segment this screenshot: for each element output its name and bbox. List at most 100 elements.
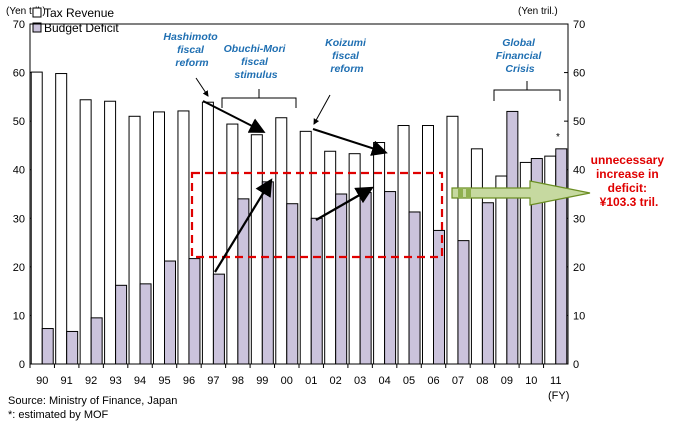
budget-deficit-bar <box>212 273 225 365</box>
estimated-marker: * <box>556 132 560 143</box>
y-tick-label-right: 60 <box>573 68 585 80</box>
deficit-rise-arrow-2 <box>315 186 374 221</box>
budget-deficit-bar <box>384 191 397 365</box>
annotation-gfc-line-1: Global <box>502 37 536 49</box>
budget-deficit-bar <box>41 328 54 365</box>
x-tick-label: 08 <box>476 375 488 387</box>
tax-revenue-bar <box>470 148 483 365</box>
tax-revenue-bar <box>201 101 214 365</box>
green-arrow-stripe-1 <box>458 188 463 198</box>
deficit-note-line-1: unnecessary <box>591 153 665 167</box>
x-tick-label: 03 <box>354 375 366 387</box>
budget-deficit-bar <box>237 198 250 365</box>
x-tick-label: 91 <box>61 375 73 387</box>
annotation-hashimoto-line-1: Hashimoto <box>163 31 218 43</box>
x-tick-label: 07 <box>452 375 464 387</box>
tax-revenue-bar <box>104 100 117 365</box>
x-tick-label: 92 <box>85 375 97 387</box>
y-tick-label-right: 50 <box>573 116 585 128</box>
y-tick-label-left: 60 <box>13 68 25 80</box>
tax-revenue-bar <box>128 115 141 365</box>
x-tick-label: 98 <box>232 375 244 387</box>
budget-deficit-bar <box>261 181 274 365</box>
y-axis-label-right: (Yen tril.) <box>518 6 558 17</box>
deficit-green-arrow <box>451 180 591 206</box>
budget-deficit-bar <box>66 330 79 365</box>
y-tick-label-right: 40 <box>573 165 585 177</box>
tax-revenue-bar <box>250 134 263 365</box>
deficit-rise-arrow-1 <box>214 178 273 273</box>
x-tick-label: 01 <box>305 375 317 387</box>
deficit-note-line-3: deficit: <box>608 181 647 195</box>
x-tick-label: 10 <box>525 375 537 387</box>
y-tick-label-right: 70 <box>573 19 585 31</box>
deficit-note-line-2: increase in <box>596 167 659 181</box>
tax-revenue-bar <box>177 110 190 365</box>
legend-label-deficit: Budget Deficit <box>44 21 119 35</box>
tax-revenue-bar <box>446 115 459 365</box>
bars-layer <box>30 71 568 365</box>
tax-revenue-bar <box>348 153 361 365</box>
x-tick-label: 06 <box>427 375 439 387</box>
budget-deficit-bar <box>188 258 201 365</box>
koizumi-pointer <box>313 94 331 125</box>
budget-deficit-bar <box>457 240 470 365</box>
legend-swatch-tax <box>32 7 42 18</box>
legend-label-tax: Tax Revenue <box>44 6 114 20</box>
budget-deficit-bar <box>115 284 128 365</box>
y-tick-label-left: 40 <box>13 165 25 177</box>
x-tick-label: 04 <box>378 375 390 387</box>
tax-decline-arrow-1 <box>202 100 266 133</box>
y-tick-label-right: 0 <box>573 359 579 371</box>
budget-deficit-bar <box>286 203 299 365</box>
x-tick-label: 99 <box>256 375 268 387</box>
tax-revenue-bar <box>373 142 386 365</box>
tax-revenue-bar <box>153 111 165 365</box>
tax-revenue-bar <box>397 125 410 365</box>
budget-deficit-bar <box>555 148 568 365</box>
annotation-koizumi-line-1: Koizumi <box>325 37 367 49</box>
annotation-obuchi-line-3: stimulus <box>234 69 277 81</box>
legend-swatch-deficit <box>32 22 42 33</box>
x-tick-label: 96 <box>183 375 195 387</box>
obuchi-bracket <box>221 97 297 108</box>
annotation-obuchi-mori: Obuchi-Mori fiscal stimulus <box>224 43 289 81</box>
y-axis-label-left: (Yen tril.) <box>6 6 46 17</box>
estimate-note: *: estimated by MOF <box>8 409 109 421</box>
gfc-bracket <box>493 89 561 101</box>
tax-decline-arrow-2 <box>312 128 388 156</box>
annotation-hashimoto: Hashimoto fiscal reform <box>163 31 220 69</box>
annotation-koizumi-line-3: reform <box>330 63 363 75</box>
tax-revenue-bar <box>299 130 312 365</box>
unnecessary-deficit-note: unnecessary increase in deficit: ¥103.3 … <box>591 153 668 209</box>
deficit-note-line-4: ¥103.3 tril. <box>600 195 659 209</box>
tax-revenue-bar <box>79 99 92 365</box>
annotation-koizumi-line-2: fiscal <box>332 50 360 62</box>
y-tick-label-left: 10 <box>13 310 25 322</box>
annotation-koizumi: Koizumi fiscal reform <box>325 37 369 75</box>
deficit-highlight-box <box>190 171 444 259</box>
x-tick-label: 90 <box>36 375 48 387</box>
x-tick-label: 09 <box>501 375 513 387</box>
y-tick-label-left: 70 <box>13 19 25 31</box>
budget-deficit-bar <box>310 217 323 365</box>
x-tick-label: 93 <box>109 375 121 387</box>
budget-deficit-bar <box>359 192 372 365</box>
tax-revenue-bar <box>495 175 508 365</box>
y-tick-label-right: 20 <box>573 262 585 274</box>
x-tick-label: 11 <box>550 375 561 387</box>
legend: Tax Revenue Budget Deficit <box>32 6 119 35</box>
hashimoto-pointer <box>195 77 209 97</box>
source-note: Source: Ministry of Finance, Japan <box>8 395 178 407</box>
x-tick-label: 05 <box>403 375 415 387</box>
budget-deficit-bar <box>433 229 445 365</box>
budget-deficit-bar <box>164 260 176 365</box>
annotation-gfc: Global Financial Crisis <box>496 37 544 75</box>
tax-revenue-bar <box>55 73 68 365</box>
annotation-gfc-line-2: Financial <box>496 50 543 62</box>
budget-deficit-bar <box>90 317 103 365</box>
y-tick-label-left: 0 <box>19 359 25 371</box>
tax-revenue-bar <box>275 117 288 365</box>
budget-deficit-bar <box>335 193 348 365</box>
